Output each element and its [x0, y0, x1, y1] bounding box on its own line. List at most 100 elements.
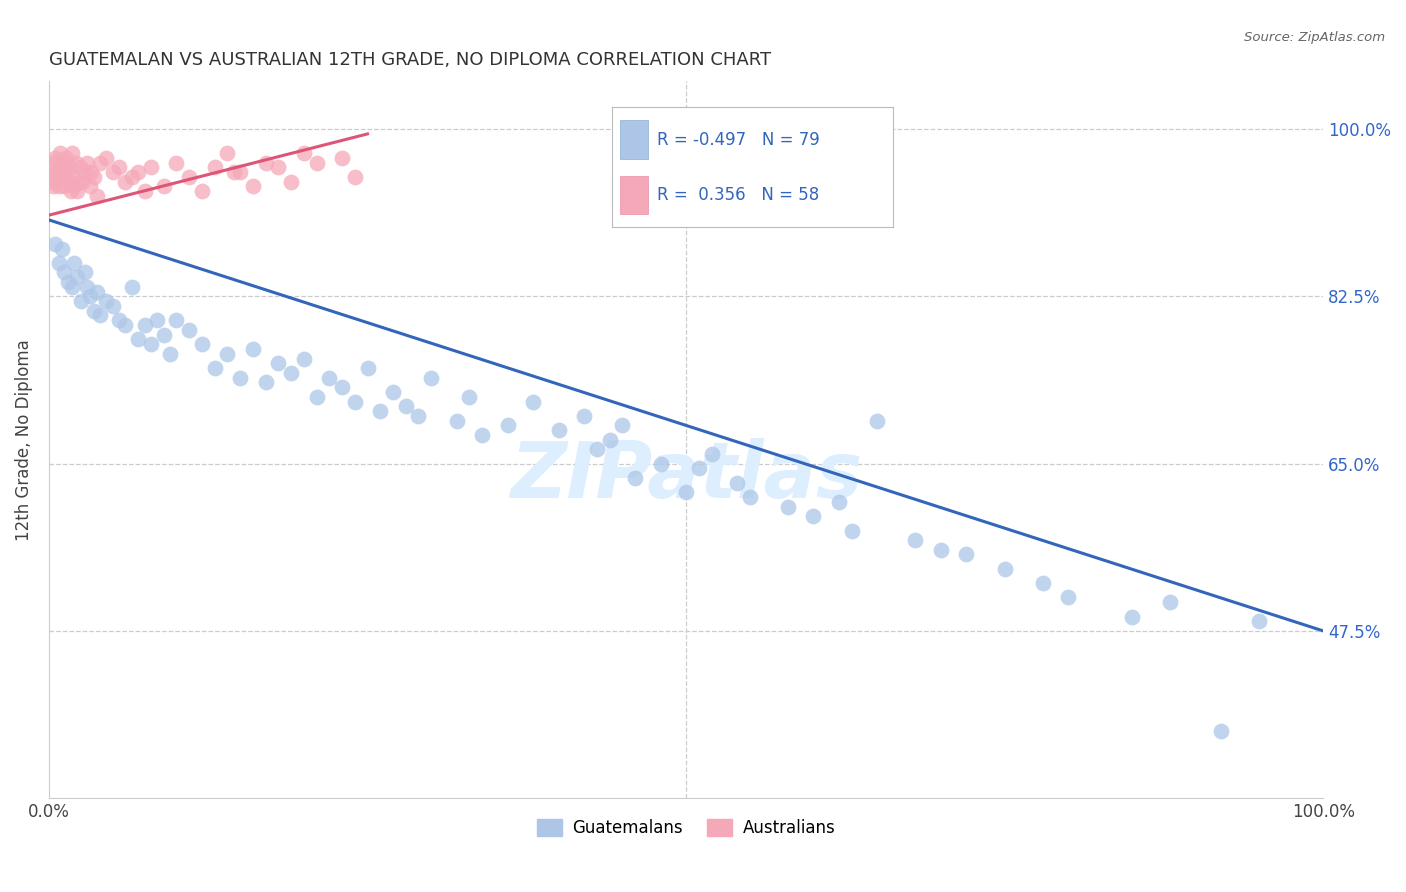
Point [96, 294, 118, 309]
Point [63, 256, 86, 270]
Point [67, 175, 90, 189]
Point [191, 184, 214, 198]
Point [44, 151, 66, 165]
Point [56, 165, 79, 179]
Point [42, 155, 65, 169]
Point [65, 155, 87, 169]
Point [114, 175, 136, 189]
Point [496, 418, 519, 433]
Point [159, 347, 181, 361]
Point [45, 165, 67, 179]
Point [69, 294, 91, 309]
Point [599, 433, 621, 447]
Point [217, 146, 239, 161]
Point [80, 165, 103, 179]
Point [280, 366, 302, 380]
Point [66, 270, 89, 285]
Point [955, 548, 977, 562]
Point [96, 151, 118, 165]
Point [904, 533, 927, 547]
Point [46, 161, 69, 175]
Point [55, 151, 77, 165]
Point [280, 175, 302, 189]
Text: R =  0.356   N = 58: R = 0.356 N = 58 [657, 186, 818, 204]
Point [612, 418, 634, 433]
Point [86, 189, 108, 203]
Text: Source: ZipAtlas.com: Source: ZipAtlas.com [1244, 31, 1385, 45]
Point [343, 169, 366, 184]
Bar [620, 120, 648, 159]
Point [165, 313, 187, 327]
Point [292, 351, 315, 366]
Point [624, 471, 647, 485]
Point [382, 384, 405, 399]
Point [1249, 615, 1271, 629]
Bar [620, 176, 648, 214]
Point [828, 495, 851, 509]
Point [408, 409, 430, 423]
Point [83, 169, 105, 184]
Point [254, 155, 277, 169]
Point [42, 175, 65, 189]
Point [108, 313, 131, 327]
Point [675, 485, 697, 500]
Point [66, 184, 89, 198]
Point [1159, 595, 1181, 609]
Point [76, 280, 98, 294]
Point [52, 155, 75, 169]
Point [179, 169, 201, 184]
Point [127, 332, 149, 346]
Point [51, 161, 73, 175]
Point [547, 423, 569, 437]
Point [58, 161, 80, 175]
Point [70, 175, 93, 189]
Point [127, 165, 149, 179]
Point [134, 184, 156, 198]
Point [79, 289, 101, 303]
Point [48, 179, 70, 194]
Point [62, 169, 84, 184]
Point [254, 376, 277, 390]
Point [134, 318, 156, 332]
Point [572, 409, 595, 423]
Point [330, 380, 353, 394]
Point [318, 370, 340, 384]
Point [44, 236, 66, 251]
Point [41, 169, 63, 184]
Point [242, 179, 264, 194]
Point [586, 442, 609, 457]
Point [688, 461, 710, 475]
Point [56, 275, 79, 289]
Point [179, 323, 201, 337]
Point [45, 165, 67, 179]
Point [267, 356, 290, 370]
Point [204, 361, 226, 376]
Point [330, 151, 353, 165]
Point [1211, 724, 1233, 739]
Point [841, 524, 863, 538]
Point [114, 318, 136, 332]
Text: ZIPatlas: ZIPatlas [510, 438, 862, 514]
Point [42, 179, 65, 194]
Point [89, 309, 111, 323]
Point [343, 394, 366, 409]
Point [356, 361, 378, 376]
Point [229, 165, 252, 179]
Point [217, 347, 239, 361]
Point [305, 390, 328, 404]
Point [738, 490, 761, 504]
Point [51, 242, 73, 256]
Point [292, 146, 315, 161]
Point [49, 146, 72, 161]
Point [191, 337, 214, 351]
Point [242, 342, 264, 356]
Point [204, 161, 226, 175]
Point [866, 414, 889, 428]
Point [1057, 591, 1080, 605]
Point [53, 179, 76, 194]
Point [152, 179, 174, 194]
Point [803, 509, 825, 524]
Point [56, 175, 79, 189]
Point [60, 146, 83, 161]
Point [471, 428, 494, 442]
